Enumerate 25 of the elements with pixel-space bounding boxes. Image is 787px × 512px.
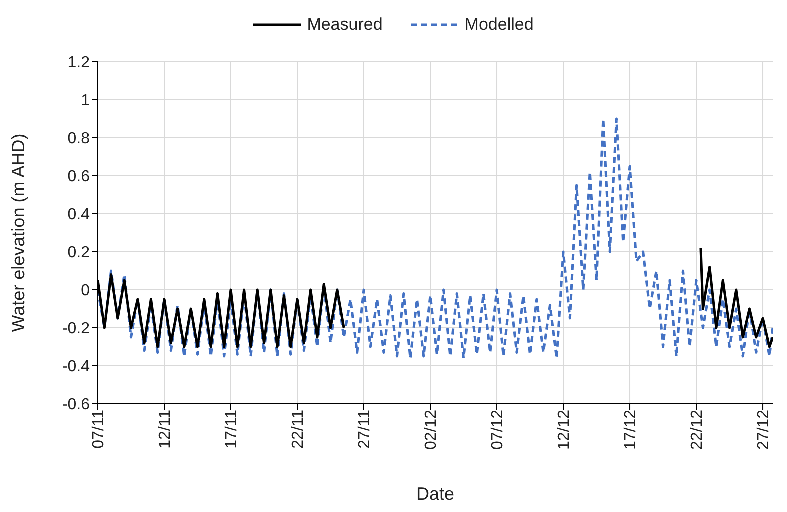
x-tick-label: 22/12 [688, 410, 706, 450]
y-axis-title: Water elevation (m AHD) [8, 134, 28, 332]
legend-label: Modelled [464, 15, 534, 35]
x-tick-label: 17/12 [622, 410, 640, 450]
x-tick-label: 22/11 [290, 410, 307, 449]
y-tick-label: 0.6 [68, 168, 90, 186]
legend-label: Measured [307, 15, 383, 35]
x-tick-label: 07/11 [90, 410, 108, 449]
y-tick-label: 0.8 [68, 130, 90, 148]
y-tick-label: 1 [81, 92, 90, 110]
x-tick-label: 02/12 [422, 410, 440, 450]
x-tick-label: 07/12 [489, 410, 506, 450]
y-tick-label: -0.2 [62, 320, 90, 338]
x-tick-label: 27/12 [755, 410, 772, 450]
x-tick-label: 12/11 [156, 410, 174, 449]
x-tick-label: 12/12 [556, 410, 573, 450]
y-tick-label: -0.6 [62, 396, 90, 414]
y-tick-label: -0.4 [62, 358, 90, 376]
y-tick-label: 1.2 [68, 54, 90, 72]
x-tick-label: 17/11 [223, 410, 240, 449]
x-tick-label: 27/11 [356, 410, 374, 449]
y-tick-label: 0.2 [68, 244, 90, 262]
x-axis-title: Date [416, 484, 455, 504]
y-tick-label: 0 [81, 282, 90, 300]
y-tick-label: 0.4 [68, 206, 90, 224]
